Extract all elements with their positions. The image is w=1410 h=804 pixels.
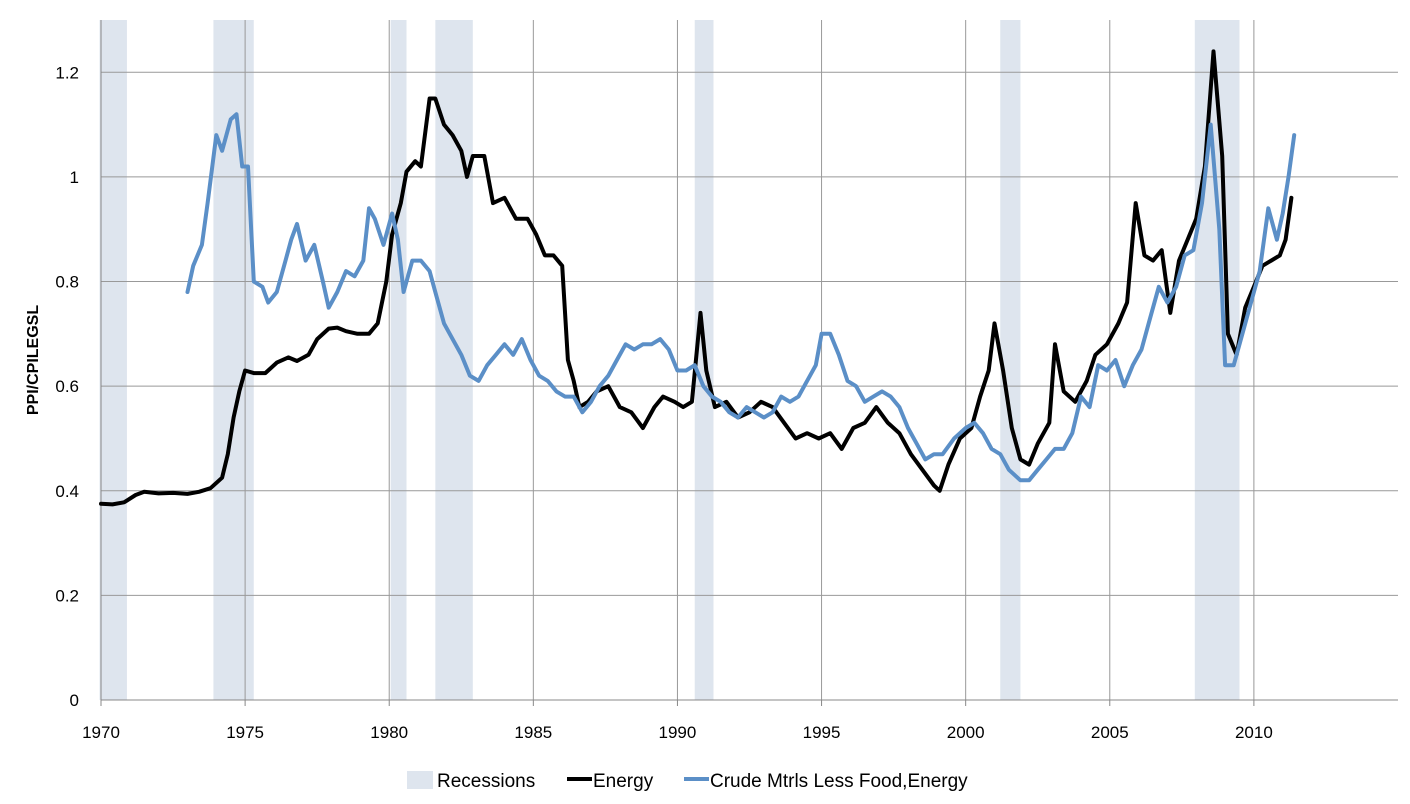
series-line-crude	[185, 112, 1297, 483]
axes	[100, 20, 1398, 701]
series-line-energy	[99, 49, 1294, 507]
y-tick-label: 0.8	[55, 273, 79, 292]
x-tick-label: 1990	[659, 723, 697, 742]
legend-swatch-recessions	[407, 771, 433, 789]
recession-bands	[99, 20, 1240, 700]
recession-band-6	[1194, 20, 1240, 700]
x-tick-label: 1985	[514, 723, 552, 742]
tick-labels: 0 0.2 0.4 0.6 0.8 1 1.2 1970 1975 1980 1985 1990 199…	[55, 63, 1272, 742]
legend-label-energy: Energy	[593, 771, 654, 792]
recession-band-0	[99, 20, 127, 700]
x-tick-label: 1970	[82, 723, 120, 742]
legend: Recessions Energy Crude Mtrls Less Food,…	[407, 771, 968, 792]
recession-band-3	[435, 20, 473, 700]
y-tick-label: 0.6	[55, 377, 79, 396]
y-tick-label: 0.4	[55, 482, 79, 501]
y-tick-label: 0	[70, 691, 79, 710]
legend-label-crude: Crude Mtrls Less Food,Energy	[710, 771, 968, 792]
y-tick-label: 0.2	[55, 586, 79, 605]
y-axis-label: PPI/CPILEGSL	[25, 305, 42, 415]
x-tick-label: 1980	[370, 723, 408, 742]
x-tick-label: 1995	[803, 723, 841, 742]
y-tick-label: 1	[70, 168, 79, 187]
x-tick-label: 1975	[226, 723, 264, 742]
x-tick-label: 2005	[1091, 723, 1129, 742]
recession-band-5	[1000, 20, 1021, 700]
x-tick-label: 2010	[1235, 723, 1273, 742]
x-tick-label: 2000	[947, 723, 985, 742]
recession-band-1	[213, 20, 254, 700]
y-tick-label: 1.2	[55, 63, 79, 82]
gridlines	[100, 20, 1398, 706]
recession-band-2	[390, 20, 407, 700]
series-lines	[99, 49, 1297, 507]
legend-label-recessions: Recessions	[437, 771, 535, 792]
